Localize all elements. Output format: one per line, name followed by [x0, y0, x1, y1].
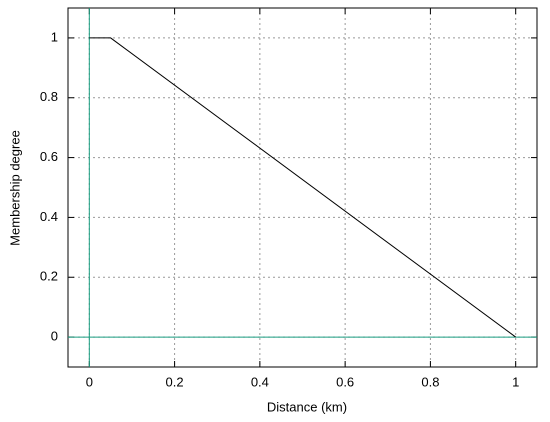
y-tick-label: 0.8 — [40, 89, 58, 104]
y-tick-label: 1 — [51, 29, 58, 44]
x-tick-label: 0.2 — [166, 374, 184, 389]
y-tick-label: 0.6 — [40, 149, 58, 164]
line — [89, 37, 516, 338]
y-tick-label: 0.2 — [40, 269, 58, 284]
plot-border — [67, 7, 538, 368]
x-tick-label: 0.6 — [336, 374, 354, 389]
x-tick-label: 0 — [86, 374, 93, 389]
y-axis-label: Membership degree — [7, 130, 22, 246]
x-tick-label: 0.4 — [251, 374, 269, 389]
y-tick-label: 0 — [51, 329, 58, 344]
x-tick-label: 1 — [512, 374, 519, 389]
x-tick-label: 0.8 — [421, 374, 439, 389]
y-tick-label: 0.4 — [40, 209, 58, 224]
x-axis-label: Distance (km) — [267, 399, 347, 414]
